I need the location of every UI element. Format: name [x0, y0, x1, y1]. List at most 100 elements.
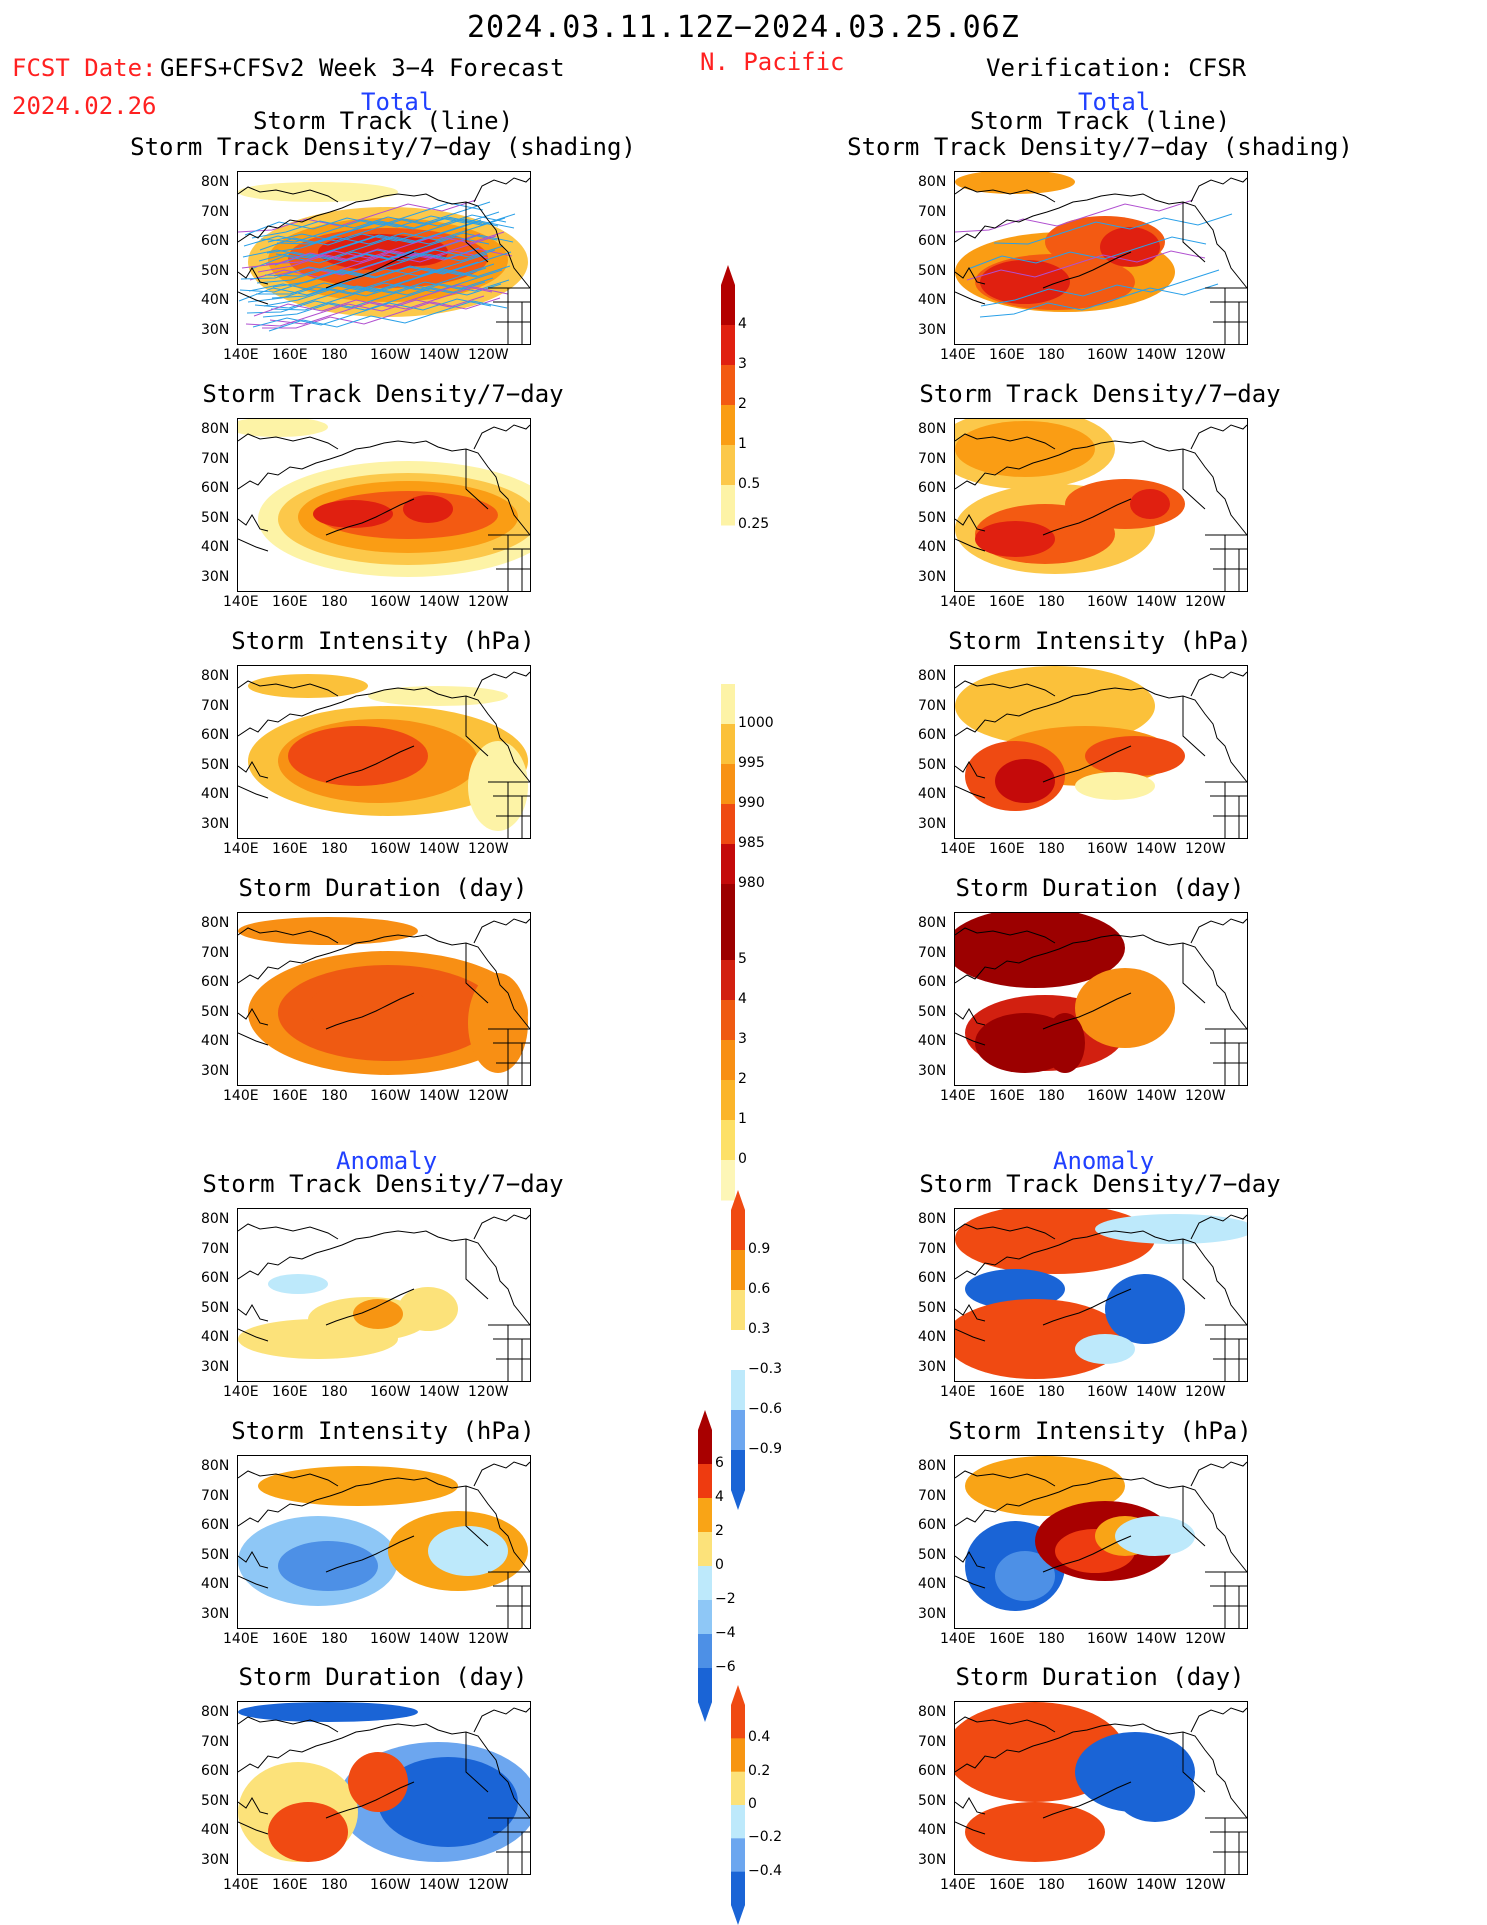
fcst-duration-panel-border: [465, 943, 489, 1004]
obs-density-anom-panel-lat-tick-3: 50N: [918, 1299, 947, 1316]
intensity-anom-colorbar-label-2: 2: [715, 1523, 724, 1539]
fcst-duration-panel-lon-tick-4: 140W: [419, 1088, 460, 1104]
obs-duration-panel-coastline-2: [1042, 992, 1132, 1030]
obs-duration-panel-svg: [955, 913, 1247, 1085]
density-total-colorbar-top-arrow: [721, 265, 735, 285]
obs-duration-panel-lon-tick-4: 140W: [1136, 1088, 1177, 1104]
fcst-duration-panel-shade-4: [468, 973, 528, 1073]
duration-total-colorbar-swatch-5: [721, 1120, 735, 1161]
intensity-anom-colorbar-swatch-3: [698, 1532, 712, 1567]
fcst-density-panel-lat-tick-2: 60N: [201, 480, 230, 496]
obs-track-panel-coastline-3: [1205, 287, 1247, 344]
fcst-intensity-panel-title: Storm Intensity (hPa): [231, 627, 535, 655]
fcst-track-panel-coastline-2: [325, 251, 415, 289]
obs-track-panel-lat-tick-0: 80N: [918, 174, 947, 190]
density-anom-colorbar-label-2: 0.3: [748, 1321, 771, 1337]
fcst-track-panel-track-15: [272, 251, 512, 288]
fcst-duration-anom-panel-shade-4: [268, 1802, 348, 1862]
fcst-density-anom-panel-lon-tick-3: 160W: [370, 1384, 411, 1400]
obs-track-panel-lat-tick-2: 60N: [918, 233, 947, 249]
intensity-total-colorbar-swatch-3: [721, 804, 735, 845]
fcst-density-anom-panel-lat-tick-0: 80N: [201, 1211, 230, 1227]
obs-duration-panel-shade-4: [1045, 1013, 1085, 1073]
fcst-duration-anom-panel-coastline-0: [238, 1707, 530, 1819]
obs-duration-panel-lat-tick-0: 80N: [918, 915, 947, 931]
obs-intensity-anom-panel-coastline-1: [955, 1551, 986, 1589]
fcst-intensity-anom-panel-coastline-3: [488, 1571, 530, 1628]
obs-duration-panel-shade-3: [1075, 968, 1175, 1048]
fcst-duration-panel-lat-tick-0: 80N: [201, 915, 230, 931]
obs-density-panel-lat-tick-4: 40N: [918, 539, 947, 555]
fcst-density-anom-panel-coastline-1: [238, 1304, 269, 1342]
obs-density-anom-panel-shade-3: [955, 1299, 1125, 1379]
obs-intensity-anom-panel-svg: [955, 1456, 1247, 1628]
duration-anom-colorbar-label-3: −0.2: [748, 1829, 782, 1846]
density-anom-colorbar-top-arrow: [731, 1190, 745, 1210]
density-total-colorbar-swatch-2: [721, 365, 735, 406]
fcst-density-anom-panel-lon-tick-0: 140E: [223, 1384, 259, 1400]
fcst-intensity-anom-panel-lon-tick-5: 120W: [468, 1631, 509, 1647]
obs-intensity-panel-lat-tick-3: 50N: [918, 756, 947, 773]
fcst-track-panel-border: [465, 202, 489, 263]
fcst-density-anom-panel-border: [465, 1239, 489, 1300]
fcst-density-anom-panel-svg: [238, 1214, 530, 1381]
fcst-duration-anom-panel-svg: [238, 1702, 530, 1874]
fcst-track-panel-coastline-3: [488, 287, 530, 344]
obs-duration-panel-lon-tick-0: 140E: [940, 1088, 976, 1104]
density-anom-colorbar-label-4: −0.6: [748, 1401, 782, 1417]
fcst-density-anom-panel-lon-tick-2: 180: [321, 1384, 348, 1400]
obs-intensity-anom-panel-coastline-0: [955, 1461, 1247, 1573]
duration-anom-colorbar-swatch-5: [731, 1871, 745, 1906]
fcst-track-panel-track-37: [238, 268, 478, 302]
obs-duration-panel: [954, 912, 1248, 1086]
obs-intensity-panel-lat-tick-2: 60N: [918, 727, 947, 743]
obs-intensity-panel-lon-tick-3: 160W: [1087, 841, 1128, 857]
obs-duration-anom-panel-lon-tick-3: 160W: [1087, 1877, 1128, 1893]
obs-density-anom-panel-shade-2: [965, 1269, 1065, 1309]
fcst-intensity-anom-panel-lon-tick-2: 180: [321, 1631, 348, 1647]
fcst-intensity-anom-panel-lon-tick-3: 160W: [370, 1631, 411, 1647]
fcst-duration-anom-panel-lon-tick-2: 180: [321, 1877, 348, 1893]
obs-duration-anom-panel-lon-tick-5: 120W: [1185, 1877, 1226, 1893]
fcst-track-panel-track-32: [253, 284, 493, 317]
fcst-track-panel-track-29: [254, 277, 494, 309]
fcst-duration-anom-panel-border: [465, 1732, 489, 1793]
fcst-density-panel-coastline-3: [488, 534, 530, 591]
duration-total-colorbar-label-3: 2: [738, 1071, 747, 1087]
intensity-anom-colorbar-bottom-arrow: [698, 1702, 712, 1722]
obs-duration-panel-lat-tick-4: 40N: [918, 1033, 947, 1049]
fcst-track-panel-lon-tick-5: 120W: [468, 347, 509, 363]
fcst-density-anom-panel-lon-tick-4: 140W: [419, 1384, 460, 1400]
fcst-intensity-panel-lat-tick-1: 70N: [201, 697, 230, 714]
obs-duration-anom-panel-shade-1: [965, 1802, 1105, 1862]
fcst-track-panel-track-33: [266, 217, 506, 254]
fcst-density-panel: [237, 418, 531, 592]
obs-intensity-anom-panel-title: Storm Intensity (hPa): [948, 1417, 1252, 1445]
fcst-intensity-anom-panel-lat-tick-3: 50N: [201, 1546, 230, 1563]
obs-track-panel-lon-tick-4: 140W: [1136, 347, 1177, 363]
fcst-duration-anom-panel-lat-tick-3: 50N: [201, 1792, 230, 1809]
obs-density-anom-panel-coastline-2: [1042, 1288, 1132, 1326]
fcst-intensity-anom-panel-lon-tick-1: 160E: [272, 1631, 308, 1647]
fcst-track-panel-track-14: [259, 218, 499, 251]
fcst-track-panel-track-36: [265, 231, 505, 265]
duration-anom-colorbar-swatch-4: [731, 1838, 745, 1873]
anomaly-left-label: Anomaly: [336, 1147, 438, 1175]
obs-track-panel-lon-tick-5: 120W: [1185, 347, 1226, 363]
period-title: 2024.03.11.12Z−2024.03.25.06Z: [467, 10, 1020, 45]
fcst-density-anom-panel-coastline-3: [488, 1324, 530, 1381]
obs-track-panel-coastline-1: [955, 267, 986, 305]
obs-duration-anom-panel-lon-tick-4: 140W: [1136, 1877, 1177, 1893]
fcst-density-panel-border: [465, 449, 489, 510]
obs-duration-panel-coastline-1: [955, 1008, 986, 1046]
obs-intensity-panel-lat-tick-0: 80N: [918, 668, 947, 684]
fcst-track-panel-lon-tick-0: 140E: [223, 347, 259, 363]
obs-intensity-panel-title: Storm Intensity (hPa): [948, 627, 1252, 655]
fcst-track-panel-track-35: [252, 298, 492, 328]
obs-duration-anom-panel-lat-tick-0: 80N: [918, 1704, 947, 1720]
obs-intensity-panel-coastline-0: [955, 671, 1247, 783]
obs-density-panel-lat-tick-3: 50N: [918, 509, 947, 526]
obs-intensity-panel-border: [1182, 696, 1206, 757]
obs-track-panel-track-1: [967, 236, 1207, 270]
obs-duration-anom-panel-lat-tick-5: 30N: [918, 1851, 947, 1868]
